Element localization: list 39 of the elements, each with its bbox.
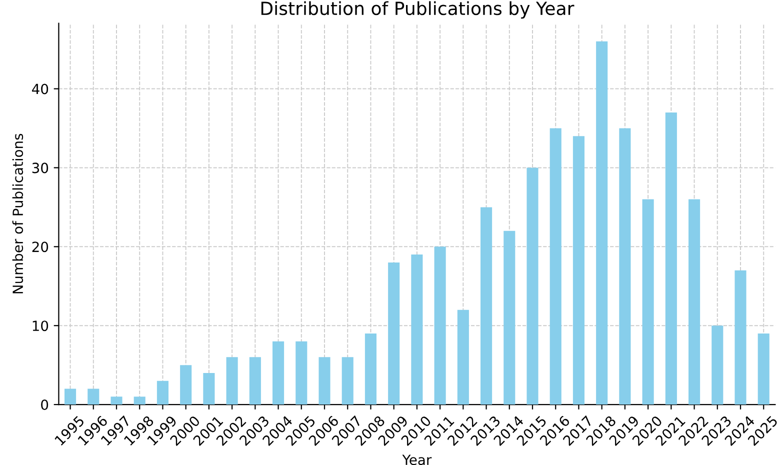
y-tick-label: 30 [32,162,48,174]
bar [388,262,400,405]
bar [342,357,354,405]
bar [457,310,469,405]
bar [480,207,492,405]
bar [504,230,516,405]
bar [550,128,562,405]
bar [688,199,700,405]
y-tick-label: 20 [32,242,48,252]
bar [203,372,215,405]
bar [734,270,746,405]
chart-title: Distribution of Publications by Year [261,1,574,19]
y-tick-label: 10 [32,320,48,332]
bar [572,136,585,405]
bar [318,357,330,405]
bar [249,357,261,405]
bar [134,396,146,405]
bar [64,388,76,405]
bar [758,334,770,405]
bar [110,396,122,405]
bar [642,199,654,405]
y-tick-label: 0 [41,400,48,410]
bar [434,246,446,405]
bar [411,254,423,405]
bar [156,380,169,405]
bar [712,326,724,405]
y-axis-title: Number of Publications [12,134,24,294]
bar [226,357,238,405]
bar [596,41,608,405]
bar [526,168,538,405]
y-tick-label: 40 [32,84,48,94]
bar [272,341,284,405]
bar [180,365,192,405]
bar [88,388,100,405]
x-axis-title: Year [402,454,432,465]
bar [665,112,677,405]
bar [619,128,631,405]
bar [364,334,377,405]
bar [296,341,308,405]
